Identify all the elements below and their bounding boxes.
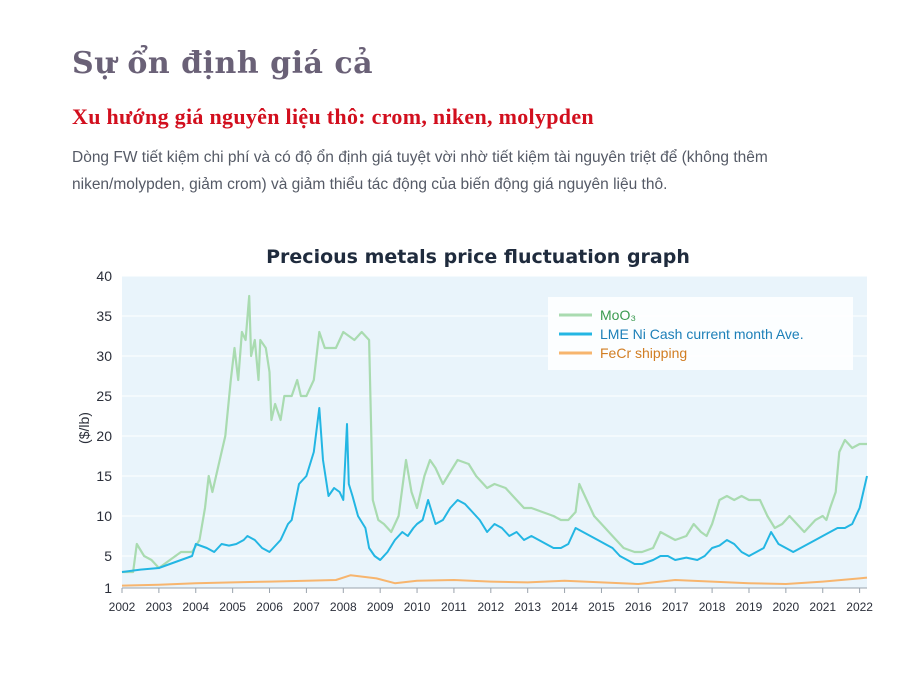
x-tick-label: 2018 xyxy=(699,600,726,614)
x-tick-label: 2016 xyxy=(625,600,652,614)
series-line-2 xyxy=(121,574,868,587)
x-tick-label: 2004 xyxy=(182,600,209,614)
y-tick-label: 20 xyxy=(96,428,112,444)
legend-label: LME Ni Cash current month Ave. xyxy=(600,326,804,342)
x-tick-label: 2019 xyxy=(736,600,763,614)
series-line-1 xyxy=(121,407,868,573)
x-tick-label: 2013 xyxy=(514,600,541,614)
x-tick-label: 2009 xyxy=(367,600,394,614)
x-tick-label: 2011 xyxy=(441,600,467,614)
legend: MoO₃ LME Ni Cash current month Ave. FeCr s… xyxy=(548,297,853,370)
y-axis-label: ($/lb) xyxy=(76,412,92,444)
y-tick-label: 10 xyxy=(96,508,112,524)
legend-box xyxy=(548,297,853,370)
y-tick-label: 35 xyxy=(96,308,112,324)
x-tick-label: 2021 xyxy=(809,600,836,614)
legend-label: MoO₃ xyxy=(600,307,636,323)
chart-title: Precious metals price fluctuation graph xyxy=(266,246,690,268)
x-tick-label: 2012 xyxy=(477,600,504,614)
x-tick-label: 2006 xyxy=(256,600,283,614)
y-tick-label: 1 xyxy=(104,580,112,596)
price-chart: Precious metals price fluctuation graph … xyxy=(76,246,873,614)
series-line-0 xyxy=(122,294,867,574)
x-tick-label: 2008 xyxy=(330,600,357,614)
section-subtitle: Xu hướng giá nguyên liệu thô: crom, nike… xyxy=(72,104,594,129)
x-tick-label: 2010 xyxy=(404,600,431,614)
x-tick-label: 2005 xyxy=(219,600,246,614)
legend-label: FeCr shipping xyxy=(600,345,687,361)
y-tick-label: 30 xyxy=(96,348,112,364)
page-title: Sự ổn định giá cả xyxy=(72,46,374,81)
y-tick-label: 15 xyxy=(96,468,112,484)
x-tick-label: 2022 xyxy=(846,600,873,614)
y-tick-label: 5 xyxy=(104,548,112,564)
x-tick-label: 2015 xyxy=(588,600,615,614)
series-lines xyxy=(121,294,868,587)
x-tick-label: 2017 xyxy=(662,600,689,614)
x-tick-label: 2003 xyxy=(146,600,173,614)
x-tick-label: 2002 xyxy=(109,600,136,614)
y-tick-label: 40 xyxy=(96,268,112,284)
x-tick-label: 2020 xyxy=(773,600,800,614)
x-tick-label: 2014 xyxy=(551,600,578,614)
description-paragraph: Dòng FW tiết kiệm chi phí và có độ ổn đị… xyxy=(72,149,768,193)
x-tick-label: 2007 xyxy=(293,600,320,614)
y-tick-label: 25 xyxy=(96,388,112,404)
